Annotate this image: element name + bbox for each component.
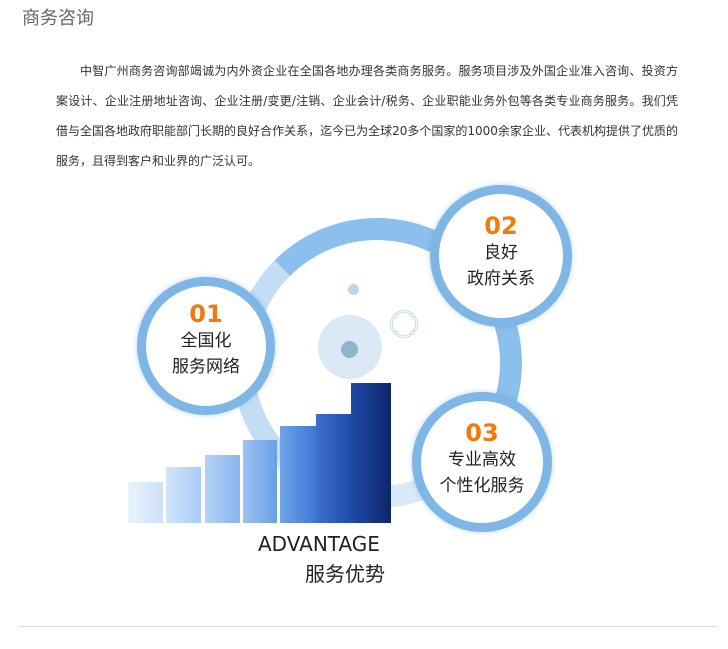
decor-dot [348, 284, 359, 295]
bar [351, 383, 391, 523]
advantage-label: 全国化 [180, 331, 232, 351]
bottom-divider [18, 626, 718, 627]
decor-rings [390, 310, 418, 338]
advantage-label: 良好 [484, 243, 518, 263]
advantage-graphic: 01 全国化 服务网络 02 良好 政府关系 03 专业高效 个性化服务 ADV… [0, 180, 728, 600]
advantage-label: 个性化服务 [439, 476, 525, 496]
advantage-number: 02 [484, 212, 518, 240]
advantage-cn-label: 服务优势 [305, 562, 385, 586]
page-title: 商务咨询 [22, 8, 94, 29]
advantage-number: 03 [465, 419, 499, 447]
advantage-03: 03 专业高效 个性化服务 [412, 392, 552, 532]
bar [166, 467, 201, 523]
advantage-02: 02 良好 政府关系 [430, 185, 572, 327]
decor-dot [341, 341, 358, 358]
intro-paragraph: 中智广州商务咨询部竭诚为内外资企业在全国各地办理各类商务服务。服务项目涉及外国企… [56, 64, 678, 168]
bar [316, 414, 352, 523]
bar [128, 482, 163, 523]
advantage-label: 政府关系 [467, 269, 535, 289]
bar-chart-graphic [128, 380, 393, 523]
advantage-label: 专业高效 [448, 450, 516, 470]
bar [243, 440, 277, 523]
advantage-label: 服务网络 [172, 357, 240, 377]
bar [205, 455, 240, 523]
bar [280, 426, 316, 523]
advantage-number: 01 [189, 300, 223, 328]
advantage-en-label: ADVANTAGE [258, 532, 380, 556]
advantage-01: 01 全国化 服务网络 [137, 277, 275, 415]
